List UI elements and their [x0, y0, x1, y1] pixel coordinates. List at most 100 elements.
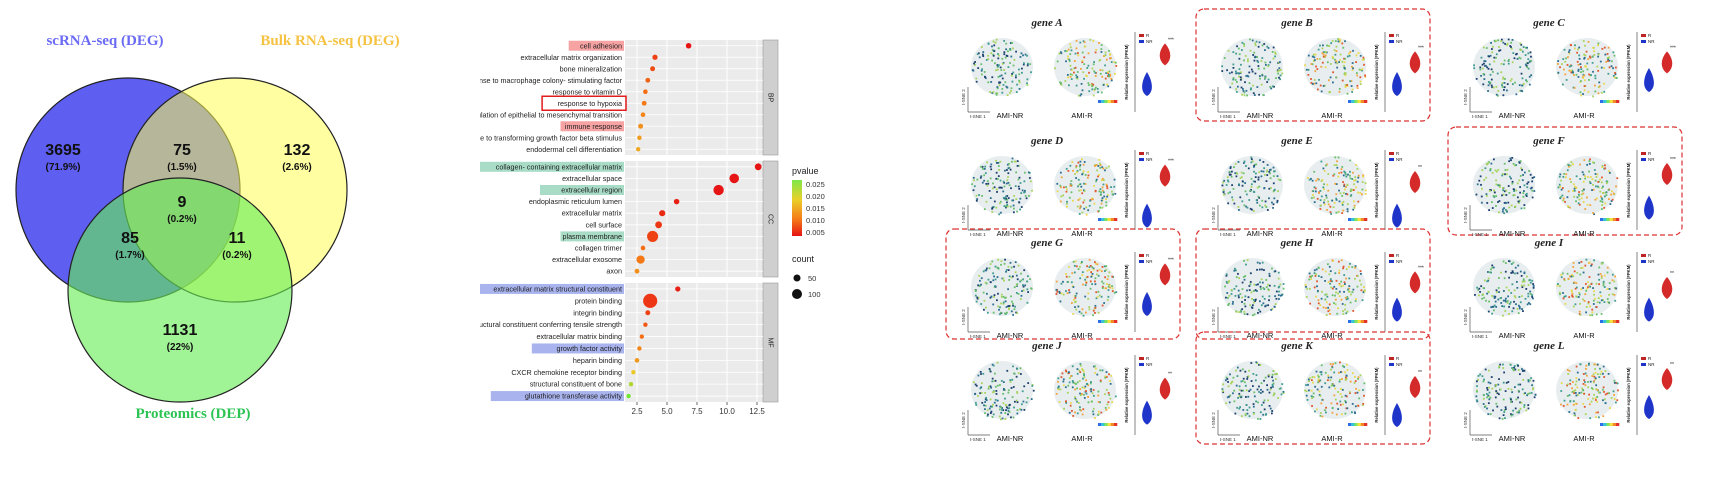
- tsne-point: [1240, 71, 1242, 74]
- tsne-point: [1313, 196, 1315, 199]
- tsne-point: [1354, 375, 1356, 378]
- tsne-point: [1105, 408, 1108, 411]
- tsne-point: [1106, 194, 1109, 197]
- tsne-point: [1327, 200, 1330, 203]
- tsne-point: [1600, 262, 1603, 265]
- tsne-point: [1319, 304, 1322, 307]
- tsne-point: [1105, 201, 1108, 204]
- tsne-point: [1076, 76, 1079, 78]
- tsne-point: [1095, 178, 1098, 181]
- tsne-point: [1307, 177, 1309, 179]
- tsne-point: [1238, 68, 1241, 71]
- tsne-point: [1250, 158, 1253, 161]
- tsne-point: [1351, 178, 1354, 180]
- tsne-point: [1476, 390, 1478, 393]
- tsne-point: [1594, 399, 1597, 401]
- tsne-point: [1588, 403, 1591, 406]
- tsne-point: [1490, 306, 1493, 309]
- tsne-point: [1073, 67, 1076, 70]
- tsne-point: [982, 51, 985, 53]
- tsne-point: [1273, 189, 1276, 192]
- tsne-point: [1055, 392, 1058, 395]
- tsne-point: [998, 313, 1001, 316]
- tsne-point: [1095, 180, 1097, 183]
- tsne-point: [1009, 168, 1012, 171]
- tsne-point: [1576, 60, 1579, 63]
- tsne-point: [1328, 309, 1331, 312]
- tsne-point: [993, 186, 996, 189]
- tsne-point: [1601, 204, 1604, 206]
- tsne-point: [1252, 373, 1255, 375]
- tsne-point: [1341, 79, 1344, 82]
- tsne-point: [1501, 174, 1504, 177]
- tsne-point: [1065, 290, 1067, 292]
- violin-legend-r: R: [1648, 33, 1652, 38]
- tsne-point: [1561, 83, 1564, 86]
- tsne-point: [1531, 196, 1534, 199]
- tsne-point: [1567, 164, 1570, 167]
- tsne-point: [1007, 50, 1009, 53]
- tsne-point: [979, 176, 982, 179]
- tsne-point: [1311, 381, 1314, 384]
- tsne-point: [1249, 281, 1252, 283]
- tsne-point: [1103, 195, 1106, 198]
- tsne-point: [1345, 277, 1347, 280]
- tsne-point: [1081, 192, 1084, 195]
- tsne-point: [1346, 210, 1349, 213]
- tsne-point: [1086, 67, 1089, 69]
- tsne-point: [1562, 58, 1565, 60]
- tsne-colorbar-segment: [1606, 423, 1610, 426]
- tsne-point: [1504, 408, 1507, 411]
- tsne-point: [1269, 407, 1272, 410]
- tsne-point: [1233, 287, 1236, 290]
- tsne-point: [1029, 278, 1031, 281]
- tsne-axis-x-label: t-SNE 1: [1472, 114, 1488, 119]
- tsne-point: [1487, 402, 1490, 405]
- tsne-point: [1324, 51, 1327, 54]
- tsne-point: [1109, 286, 1111, 289]
- tsne-point: [1345, 186, 1347, 188]
- tsne-point: [1328, 45, 1331, 47]
- tsne-point: [1504, 300, 1507, 303]
- tsne-point: [985, 306, 987, 309]
- tsne-point: [1569, 382, 1572, 385]
- tsne-point: [1068, 377, 1071, 379]
- tsne-point: [1332, 71, 1335, 74]
- tsne-point: [1613, 379, 1616, 382]
- tsne-point: [1607, 198, 1610, 201]
- tsne-point: [1335, 197, 1338, 200]
- tsne-point: [1015, 284, 1018, 287]
- tsne-point: [1310, 63, 1313, 65]
- tsne-point: [1243, 160, 1246, 163]
- tsne-point: [1361, 69, 1363, 72]
- tsne-point: [1482, 293, 1485, 296]
- tsne-point: [1236, 366, 1239, 369]
- tsne-axis-x-label: t-SNE 1: [1472, 232, 1488, 237]
- tsne-point: [1571, 290, 1573, 293]
- tsne-point: [1606, 266, 1609, 269]
- tsne-point: [1269, 169, 1271, 171]
- dotplot-term-label: bone mineralization: [560, 64, 622, 73]
- tsne-point: [1511, 270, 1514, 273]
- tsne-point: [974, 61, 976, 63]
- tsne-point: [1020, 279, 1023, 282]
- tsne-point: [1602, 386, 1605, 389]
- tsne-axis-x-label: t-SNE 1: [1220, 232, 1236, 237]
- tsne-point: [1222, 190, 1225, 193]
- tsne-point: [1074, 388, 1077, 391]
- tsne-point: [981, 181, 984, 184]
- tsne-point: [1490, 68, 1493, 71]
- tsne-point: [1510, 401, 1512, 403]
- tsne-point: [1261, 281, 1264, 284]
- tsne-point: [1362, 174, 1365, 177]
- tsne-point: [1238, 277, 1241, 280]
- tsne-point: [1356, 391, 1359, 394]
- tsne-point: [1095, 291, 1098, 294]
- tsne-point: [1314, 187, 1317, 190]
- tsne-point: [1076, 368, 1079, 371]
- tsne-point: [1592, 70, 1594, 73]
- tsne-point: [1009, 48, 1012, 50]
- tsne-point: [1088, 306, 1091, 308]
- tsne-point: [997, 76, 1000, 78]
